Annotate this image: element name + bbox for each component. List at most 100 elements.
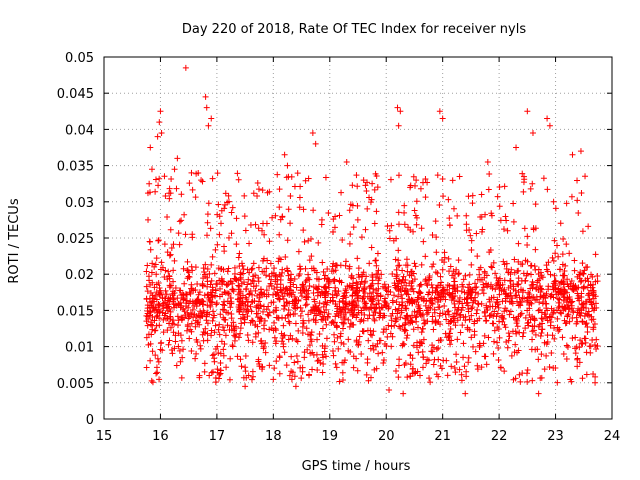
data-point — [424, 282, 431, 289]
data-point — [226, 291, 233, 298]
data-point — [430, 326, 437, 333]
data-point — [281, 303, 288, 310]
data-point — [429, 263, 436, 270]
data-point — [283, 362, 290, 369]
data-point — [296, 204, 303, 211]
data-point — [450, 313, 457, 320]
data-point — [387, 330, 394, 337]
data-point — [520, 329, 527, 336]
data-point — [293, 336, 300, 343]
data-point — [504, 227, 511, 234]
data-point — [584, 284, 591, 291]
data-point — [407, 182, 414, 189]
data-point — [358, 307, 365, 314]
data-point — [220, 266, 227, 273]
y-tick-label: 0.05 — [65, 51, 94, 66]
data-point — [394, 310, 401, 317]
data-point — [456, 294, 463, 301]
data-point — [200, 301, 207, 308]
data-point — [336, 378, 343, 385]
data-point — [558, 310, 565, 317]
data-point — [219, 291, 226, 298]
data-point — [437, 321, 444, 328]
data-point — [282, 254, 289, 261]
data-point — [225, 281, 232, 288]
data-point — [160, 329, 167, 336]
data-point — [298, 293, 305, 300]
data-point — [422, 253, 429, 260]
data-point — [331, 287, 338, 294]
data-point — [329, 348, 336, 355]
data-point — [149, 279, 156, 286]
data-point — [200, 307, 207, 314]
data-point — [465, 308, 472, 315]
data-point — [556, 303, 563, 310]
data-point — [355, 297, 362, 304]
data-point — [445, 308, 452, 315]
data-point — [158, 339, 165, 346]
data-point — [563, 241, 570, 248]
data-point — [164, 249, 171, 256]
data-point — [332, 267, 339, 274]
data-point — [340, 341, 347, 348]
data-point — [514, 323, 521, 330]
data-point — [503, 307, 510, 314]
y-tick-label: 0 — [86, 413, 94, 428]
data-point — [367, 199, 374, 206]
data-point — [436, 292, 443, 299]
data-point — [284, 299, 291, 306]
data-point — [561, 305, 568, 312]
data-point — [144, 322, 151, 329]
data-point — [319, 342, 326, 349]
data-point — [315, 276, 322, 283]
data-point — [143, 364, 150, 371]
data-point — [348, 272, 355, 279]
data-point — [306, 283, 313, 290]
data-point — [366, 260, 373, 267]
data-point — [355, 342, 362, 349]
data-point — [413, 318, 420, 325]
data-point — [245, 276, 252, 283]
data-point — [259, 268, 266, 275]
axis-ticks: 15 16 17 18 19 20 21 22 23 24 0 0.005 0.01 0.015 0.02 0… — [57, 51, 620, 444]
data-point — [159, 294, 166, 301]
data-point — [172, 332, 179, 339]
data-point — [544, 268, 551, 275]
data-point — [543, 352, 550, 359]
data-point — [215, 326, 222, 333]
data-point — [195, 291, 202, 298]
data-point — [189, 186, 196, 193]
data-point — [433, 234, 440, 241]
data-point — [236, 306, 243, 313]
data-point — [341, 357, 348, 364]
data-point — [270, 376, 277, 383]
data-point — [283, 285, 290, 292]
data-point — [562, 320, 569, 327]
data-point — [258, 340, 265, 347]
data-point — [311, 298, 318, 305]
data-point — [224, 322, 231, 329]
data-point — [370, 346, 377, 353]
data-point — [336, 212, 343, 219]
data-point — [170, 295, 177, 302]
data-point — [443, 316, 450, 323]
data-point — [277, 216, 284, 223]
data-point — [519, 333, 526, 340]
data-point-notable — [146, 180, 153, 187]
data-point — [512, 375, 519, 382]
data-point — [396, 278, 403, 285]
data-point — [221, 201, 228, 208]
data-point — [433, 249, 440, 256]
data-point — [204, 330, 211, 337]
data-point — [524, 320, 531, 327]
data-point — [287, 332, 294, 339]
data-point — [373, 365, 380, 372]
data-point — [372, 309, 379, 316]
data-point-notable — [529, 130, 536, 137]
data-point — [362, 278, 369, 285]
data-point — [529, 377, 536, 384]
data-point — [494, 296, 501, 303]
data-point — [500, 226, 507, 233]
data-point — [308, 332, 315, 339]
data-point — [417, 289, 424, 296]
